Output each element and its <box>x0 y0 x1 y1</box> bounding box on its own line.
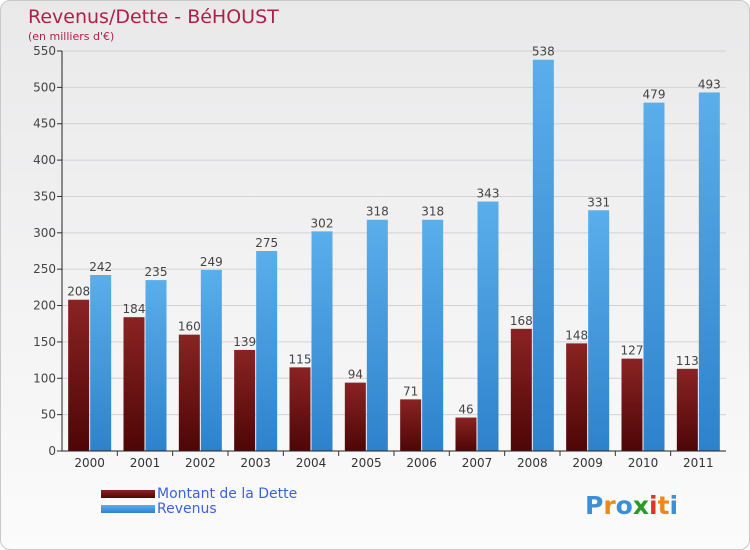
bar-revenus <box>477 201 499 451</box>
bar-revenus <box>200 269 222 451</box>
bar-revenus <box>532 59 554 452</box>
bar-revenus <box>311 231 333 451</box>
y-tick-label: 300 <box>33 226 56 240</box>
legend-label-debt: Montant de la Dette <box>157 486 298 502</box>
bar-revenus <box>588 210 610 451</box>
logo-letter: t <box>657 491 670 520</box>
data-label-revenus: 318 <box>421 205 444 219</box>
data-label-revenus: 242 <box>89 260 112 274</box>
x-tick-label: 2005 <box>351 456 382 470</box>
data-label-revenus: 302 <box>311 216 334 230</box>
data-label-dette: 46 <box>458 403 473 417</box>
x-tick-label: 2004 <box>296 456 327 470</box>
bar-revenus <box>145 280 167 451</box>
bar-dette <box>455 417 477 451</box>
bar-dette <box>400 399 422 451</box>
data-label-dette: 113 <box>676 354 699 368</box>
data-label-revenus: 249 <box>200 255 223 269</box>
data-label-dette: 94 <box>348 368 363 382</box>
data-label-dette: 168 <box>510 314 533 328</box>
y-tick-label: 400 <box>33 153 56 167</box>
logo-letter: i <box>649 491 658 520</box>
data-label-dette: 208 <box>67 285 90 299</box>
bar-dette <box>123 317 145 451</box>
proxiti-logo: Proxiti <box>585 491 678 520</box>
bar-dette <box>178 334 200 451</box>
legend-swatch-debt <box>101 490 155 498</box>
data-label-revenus: 331 <box>587 195 610 209</box>
x-tick-label: 2009 <box>572 456 603 470</box>
legend-swatch-revenus <box>101 505 155 513</box>
bar-dette <box>621 358 643 451</box>
bar-revenus <box>422 219 444 451</box>
bar-revenus <box>256 251 278 451</box>
x-tick-label: 2010 <box>628 456 659 470</box>
bar-revenus <box>366 219 388 451</box>
x-tick-label: 2011 <box>683 456 714 470</box>
x-tick-label: 2002 <box>185 456 216 470</box>
data-label-revenus: 479 <box>643 88 666 102</box>
y-tick-label: 150 <box>33 335 56 349</box>
y-tick-label: 350 <box>33 189 56 203</box>
x-tick-label: 2007 <box>462 456 493 470</box>
logo-letter: P <box>585 491 604 520</box>
bar-revenus <box>90 275 112 451</box>
chart-title: Revenus/Dette - BéHOUST <box>28 6 279 28</box>
bar-dette <box>234 349 256 451</box>
data-label-revenus: 235 <box>145 265 168 279</box>
y-tick-label: 0 <box>48 444 56 458</box>
x-tick-label: 2006 <box>406 456 437 470</box>
bar-dette <box>510 328 532 451</box>
data-label-dette: 71 <box>403 384 418 398</box>
logo-letter: x <box>632 491 649 520</box>
data-label-dette: 148 <box>565 328 588 342</box>
data-label-dette: 184 <box>123 302 146 316</box>
bar-revenus <box>643 102 665 452</box>
chart-subtitle: (en milliers d'€) <box>28 30 115 43</box>
y-tick-label: 50 <box>41 408 56 422</box>
x-tick-label: 2001 <box>130 456 161 470</box>
legend-label-revenus: Revenus <box>157 501 217 517</box>
data-label-revenus: 275 <box>255 236 278 250</box>
data-label-revenus: 318 <box>366 205 389 219</box>
y-tick-label: 200 <box>33 299 56 313</box>
data-label-revenus: 343 <box>477 187 500 201</box>
x-tick-label: 2000 <box>74 456 105 470</box>
y-tick-label: 550 <box>33 44 56 58</box>
y-tick-label: 450 <box>33 117 56 131</box>
x-tick-label: 2003 <box>240 456 271 470</box>
bar-dette <box>676 368 698 451</box>
bar-dette <box>289 367 311 451</box>
data-label-dette: 139 <box>233 335 256 349</box>
logo-letter: i <box>669 491 679 520</box>
x-tick-label: 2008 <box>517 456 548 470</box>
data-label-dette: 160 <box>178 320 201 334</box>
y-tick-label: 100 <box>33 371 56 385</box>
bar-dette <box>344 382 366 451</box>
data-label-revenus: 493 <box>698 77 721 91</box>
logo-letter: r <box>603 491 616 520</box>
data-label-dette: 127 <box>621 344 644 358</box>
logo-letter: o <box>615 491 633 520</box>
data-label-revenus: 538 <box>532 45 555 59</box>
bar-dette <box>566 343 588 451</box>
y-tick-label: 500 <box>33 80 56 94</box>
y-tick-label: 250 <box>33 262 56 276</box>
bar-revenus <box>698 92 720 452</box>
data-label-dette: 115 <box>289 352 312 366</box>
bar-dette <box>68 299 90 451</box>
